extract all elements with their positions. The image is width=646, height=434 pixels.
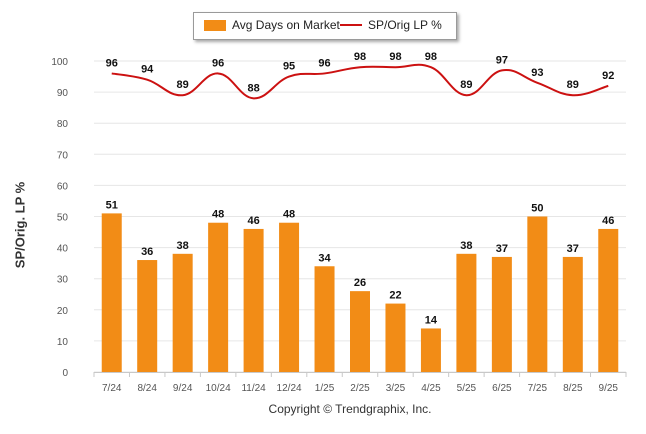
bar-6-25 — [491, 256, 512, 372]
y-tick-label-20: 20 — [57, 306, 69, 317]
bar-label-3-25: 22 — [389, 290, 401, 302]
line-label-6-25: 97 — [496, 54, 508, 66]
bar-series — [101, 213, 619, 372]
x-tick-label-1-25: 1/25 — [315, 383, 335, 394]
line-label-10-24: 96 — [212, 57, 224, 69]
y-tick-label-80: 80 — [57, 119, 69, 130]
y-tick-label-90: 90 — [57, 88, 69, 99]
line-label-7-25: 93 — [531, 67, 543, 79]
legend-item-bar[interactable]: Avg Days on Market — [204, 18, 340, 32]
line-label-8-25: 89 — [567, 79, 579, 91]
bar-label-7-24: 51 — [106, 199, 118, 211]
y-tick-label-30: 30 — [57, 275, 69, 286]
x-tick-label-4-25: 4/25 — [421, 383, 441, 394]
x-tick-label-12-24: 12/24 — [277, 383, 302, 394]
line-label-1-25: 96 — [318, 57, 330, 69]
y-tick-label-50: 50 — [57, 213, 69, 224]
legend-item-line[interactable]: SP/Orig LP % — [340, 18, 442, 32]
bar-9-24 — [172, 253, 193, 372]
line-label-2-25: 98 — [354, 51, 366, 63]
bar-11-24 — [243, 228, 264, 372]
bar-3-25 — [385, 303, 406, 372]
bar-1-25 — [314, 266, 335, 372]
bar-label-10-24: 48 — [212, 209, 224, 221]
line-series — [111, 63, 609, 100]
x-tick-label-9-25: 9/25 — [599, 383, 619, 394]
bar-label-6-25: 37 — [496, 243, 508, 255]
x-tick-label-7-25: 7/25 — [528, 383, 548, 394]
y-axis-label: SP/Orig. LP % — [12, 181, 28, 269]
bar-8-24 — [137, 260, 158, 372]
bar-4-25 — [420, 328, 441, 372]
bar-10-24 — [208, 222, 229, 372]
x-tick-label-8-24: 8/24 — [137, 383, 157, 394]
bar-7-24 — [101, 213, 122, 372]
line-sp-orig-lp — [111, 63, 609, 100]
bar-2-25 — [350, 291, 370, 372]
legend-bar-label: Avg Days on Market — [232, 18, 340, 32]
bar-label-8-24: 36 — [141, 246, 153, 258]
bar-label-8-25: 37 — [567, 243, 579, 255]
x-tick-label-6-25: 6/25 — [492, 383, 512, 394]
y-tick-label-70: 70 — [57, 150, 69, 161]
x-tick-label-9-24: 9/24 — [173, 383, 193, 394]
line-label-11-24: 88 — [247, 82, 259, 94]
bar-5-25 — [456, 253, 477, 372]
bar-label-4-25: 14 — [425, 314, 438, 326]
bar-label-5-25: 38 — [460, 240, 472, 252]
y-tick-label-60: 60 — [57, 181, 69, 192]
data-labels: 51 36 38 48 46 48 34 26 22 14 38 37 50 37 46 96 94 89 96 88… — [106, 51, 615, 326]
line-label-4-25: 98 — [425, 51, 437, 63]
bar-label-12-24: 48 — [283, 209, 295, 221]
bar-8-25 — [562, 256, 583, 372]
axes: 0 10 20 30 40 50 60 70 80 90 100 7/24 8/24 9/24 10/24 1… — [51, 57, 627, 394]
line-label-9-24: 89 — [177, 79, 189, 91]
bar-label-11-24: 46 — [247, 215, 259, 227]
line-label-8-24: 94 — [141, 64, 154, 76]
bar-label-7-25: 50 — [531, 203, 543, 215]
x-tick-label-8-25: 8/25 — [563, 383, 583, 394]
x-tick-label-2-25: 2/25 — [350, 383, 370, 394]
bar-label-2-25: 26 — [354, 277, 366, 289]
bar-12-24 — [279, 222, 300, 372]
x-tick-label-5-25: 5/25 — [457, 383, 477, 394]
x-tick-label-11-24: 11/24 — [241, 383, 266, 394]
legend-bar-swatch — [204, 19, 226, 31]
legend-line-label: SP/Orig LP % — [368, 18, 442, 32]
bar-9-25 — [598, 228, 619, 372]
bar-label-1-25: 34 — [318, 252, 331, 264]
line-label-3-25: 98 — [389, 51, 401, 63]
x-tick-label-7-24: 7/24 — [102, 383, 122, 394]
line-label-7-24: 96 — [106, 57, 118, 69]
legend-line-swatch — [340, 24, 362, 26]
y-tick-label-10: 10 — [57, 337, 69, 348]
bar-label-9-24: 38 — [177, 240, 189, 252]
bar-7-25 — [527, 216, 548, 372]
line-label-5-25: 89 — [460, 79, 472, 91]
legend: Avg Days on Market SP/Orig LP % — [193, 12, 457, 40]
y-tick-label-100: 100 — [51, 57, 68, 68]
line-label-9-25: 92 — [602, 70, 614, 82]
y-tick-label-40: 40 — [57, 244, 69, 255]
x-tick-label-3-25: 3/25 — [386, 383, 406, 394]
bar-label-9-25: 46 — [602, 215, 614, 227]
copyright-text: Copyright © Trendgraphix, Inc. — [268, 402, 432, 416]
y-tick-label-0: 0 — [62, 368, 68, 379]
line-label-12-24: 95 — [283, 61, 295, 73]
x-tick-label-10-24: 10/24 — [206, 383, 231, 394]
